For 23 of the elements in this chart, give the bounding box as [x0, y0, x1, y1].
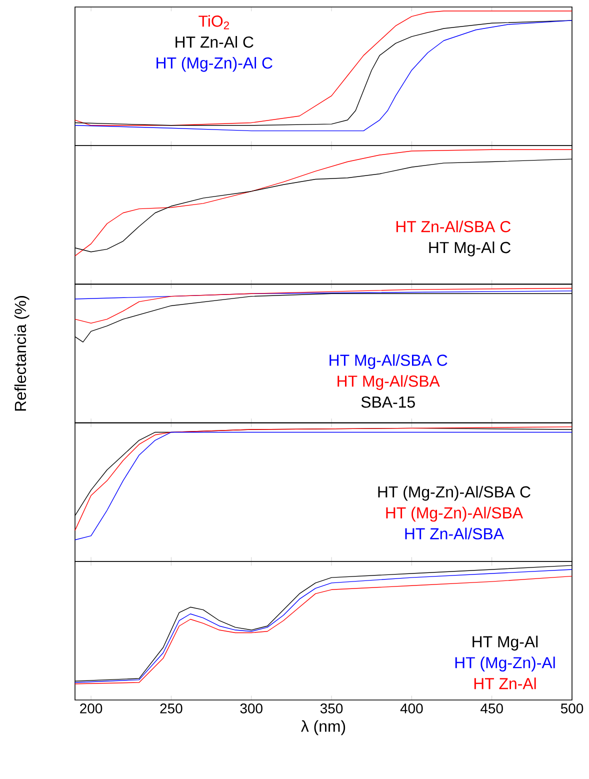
x-tick-label: 300	[240, 704, 262, 714]
x-tick-label: 400	[400, 704, 423, 714]
text: HT Zn-Al/SBA	[405, 528, 504, 540]
x-tick-label: 450	[480, 704, 503, 714]
text: HT Mg-Al C	[429, 241, 511, 256]
x-tick-label: 200	[80, 704, 102, 714]
x-axis-title: λ (nm)	[301, 720, 346, 736]
text: HT Mg-Al	[472, 636, 538, 651]
text: HT Zn-Al	[474, 678, 536, 690]
text: HT Zn-Al/SBA C	[396, 220, 511, 232]
text: SBA-15	[361, 396, 415, 408]
x-tick-label: 350	[320, 704, 343, 714]
text: HT (Mg-Zn)-Al/SBA	[386, 506, 524, 522]
text: HT (Mg-Zn)-Al C	[156, 56, 272, 72]
x-tick-label: 500	[560, 704, 584, 714]
text: HT Mg-Al/SBA C	[330, 354, 448, 370]
text: HT Zn-Al C	[176, 36, 254, 48]
text: HT Mg-Al/SBA	[338, 375, 440, 390]
text: HT (Mg-Zn)-Al/SBA C	[378, 486, 530, 501]
text: TiO$_{2}$	[198, 15, 229, 30]
y-axis-title: Reflectancia (%)	[14, 296, 30, 411]
text: HT (Mg-Zn)-Al	[455, 656, 555, 672]
x-tick-label: 250	[160, 704, 182, 714]
